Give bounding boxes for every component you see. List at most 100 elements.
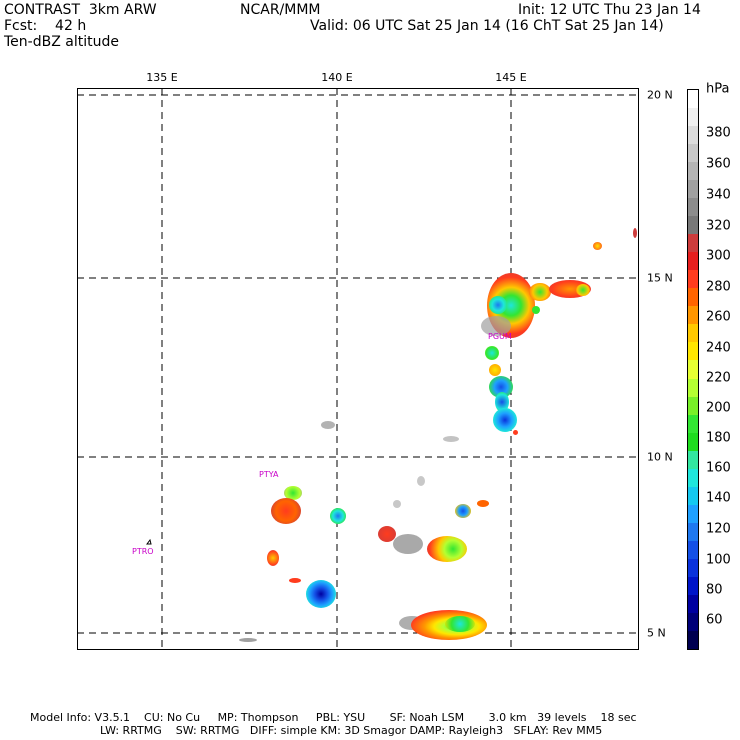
storm-cell (239, 638, 257, 642)
colorbar-segment (688, 252, 698, 272)
colorbar-segment (688, 270, 698, 290)
map-panel[interactable]: PGUM PTYA PTRO (77, 88, 639, 650)
colorbar-segment (688, 288, 698, 308)
colorbar-label-200: 200 (706, 400, 731, 416)
colorbar-segment (688, 576, 698, 596)
colorbar-label-260: 260 (706, 309, 731, 325)
colorbar-unit: hPa (706, 81, 730, 97)
colorbar-label-340: 340 (706, 187, 731, 203)
map-frame (77, 88, 639, 650)
colorbar-segment (688, 612, 698, 632)
colorbar-segment (688, 522, 698, 542)
colorbar-segment (688, 450, 698, 470)
colorbar-segment (688, 432, 698, 452)
lon-tick-135: 135 E (146, 71, 178, 84)
lat-tick-15: 15 N (647, 271, 673, 285)
colorbar-label-380: 380 (706, 125, 731, 141)
lat-tick-10: 10 N (647, 450, 673, 464)
product-title: CONTRAST 3km ARW (4, 2, 157, 18)
colorbar-segment (688, 540, 698, 560)
storm-cell (393, 534, 423, 554)
storm-cell (284, 486, 302, 500)
storm-cell (427, 536, 467, 562)
storm-cell (532, 306, 540, 314)
lon-tick-140: 140 E (321, 71, 353, 84)
map-grid (77, 88, 639, 650)
storm-cell (633, 228, 637, 238)
institution-label: NCAR/MMM (240, 2, 321, 18)
valid-time: Valid: 06 UTC Sat 25 Jan 14 (16 ChT Sat … (310, 18, 664, 34)
colorbar-segment (688, 378, 698, 398)
colorbar-segment (688, 198, 698, 218)
model-info-line2: LW: RRTMG SW: RRTMG DIFF: simple KM: 3D … (100, 724, 603, 737)
storm-cell (330, 508, 346, 524)
storm-cell (495, 392, 509, 412)
colorbar-segment (688, 90, 698, 110)
colorbar-segment (688, 342, 698, 362)
storm-cell (267, 550, 279, 566)
colorbar-segment (688, 360, 698, 380)
storm-cell (489, 376, 513, 398)
storm-cell (489, 296, 507, 314)
storm-cell (445, 616, 475, 632)
storm-cell (593, 242, 602, 250)
colorbar-segment (688, 486, 698, 506)
init-time: Init: 12 UTC Thu 23 Jan 14 (518, 2, 701, 18)
colorbar-segment (688, 504, 698, 524)
colorbar-label-280: 280 (706, 279, 731, 295)
storm-cell (576, 284, 590, 296)
storm-cell (529, 283, 551, 301)
colorbar-segment (688, 108, 698, 128)
colorbar-segment (688, 594, 698, 614)
site-label-ptya: PTYA (259, 470, 279, 479)
colorbar-segment (688, 414, 698, 434)
colorbar-segment (688, 234, 698, 254)
storm-cell (477, 500, 489, 507)
model-info-line1: Model Info: V3.5.1 CU: No Cu MP: Thompso… (30, 711, 637, 724)
colorbar-segment (688, 126, 698, 146)
storm-cell (289, 578, 301, 583)
storm-cell (489, 364, 501, 376)
colorbar-label-360: 360 (706, 156, 731, 172)
colorbar-segment (688, 306, 698, 326)
storm-cell (378, 526, 396, 542)
colorbar-label-160: 160 (706, 460, 731, 476)
colorbar-label-140: 140 (706, 490, 731, 506)
storm-cell (306, 580, 336, 608)
colorbar-label-240: 240 (706, 340, 731, 356)
colorbar-segment (688, 558, 698, 578)
lat-tick-20: 20 N (647, 88, 673, 102)
colorbar-segment (688, 144, 698, 164)
colorbar-label-120: 120 (706, 521, 731, 537)
colorbar-segment (688, 396, 698, 416)
colorbar-segment (688, 162, 698, 182)
colorbar-segment (688, 630, 698, 649)
colorbar-segment (688, 468, 698, 488)
colorbar-label-80: 80 (706, 582, 723, 598)
storm-cell (481, 316, 511, 336)
colorbar-label-320: 320 (706, 218, 731, 234)
forecast-hour: Fcst: 42 h (4, 18, 87, 34)
colorbar-label-60: 60 (706, 612, 723, 628)
island-outline (146, 538, 152, 545)
storm-cell (417, 476, 425, 486)
lon-tick-145: 145 E (495, 71, 527, 84)
colorbar-label-100: 100 (706, 552, 731, 568)
colorbar-segment (688, 216, 698, 236)
storm-cell (443, 436, 459, 442)
storm-cell (321, 421, 335, 429)
field-name: Ten-dBZ altitude (4, 34, 119, 50)
colorbar (687, 89, 699, 650)
storm-cell (493, 408, 517, 432)
storm-cell (485, 346, 499, 360)
lat-tick-5: 5 N (647, 626, 666, 640)
storm-cell (455, 504, 471, 518)
site-label-pgum: PGUM (488, 332, 512, 341)
storm-cell (393, 500, 401, 508)
colorbar-label-300: 300 (706, 248, 731, 264)
colorbar-label-180: 180 (706, 430, 731, 446)
site-label-ptro: PTRO (132, 547, 154, 556)
colorbar-label-220: 220 (706, 370, 731, 386)
storm-cell (513, 430, 518, 435)
storm-cell (271, 498, 301, 524)
